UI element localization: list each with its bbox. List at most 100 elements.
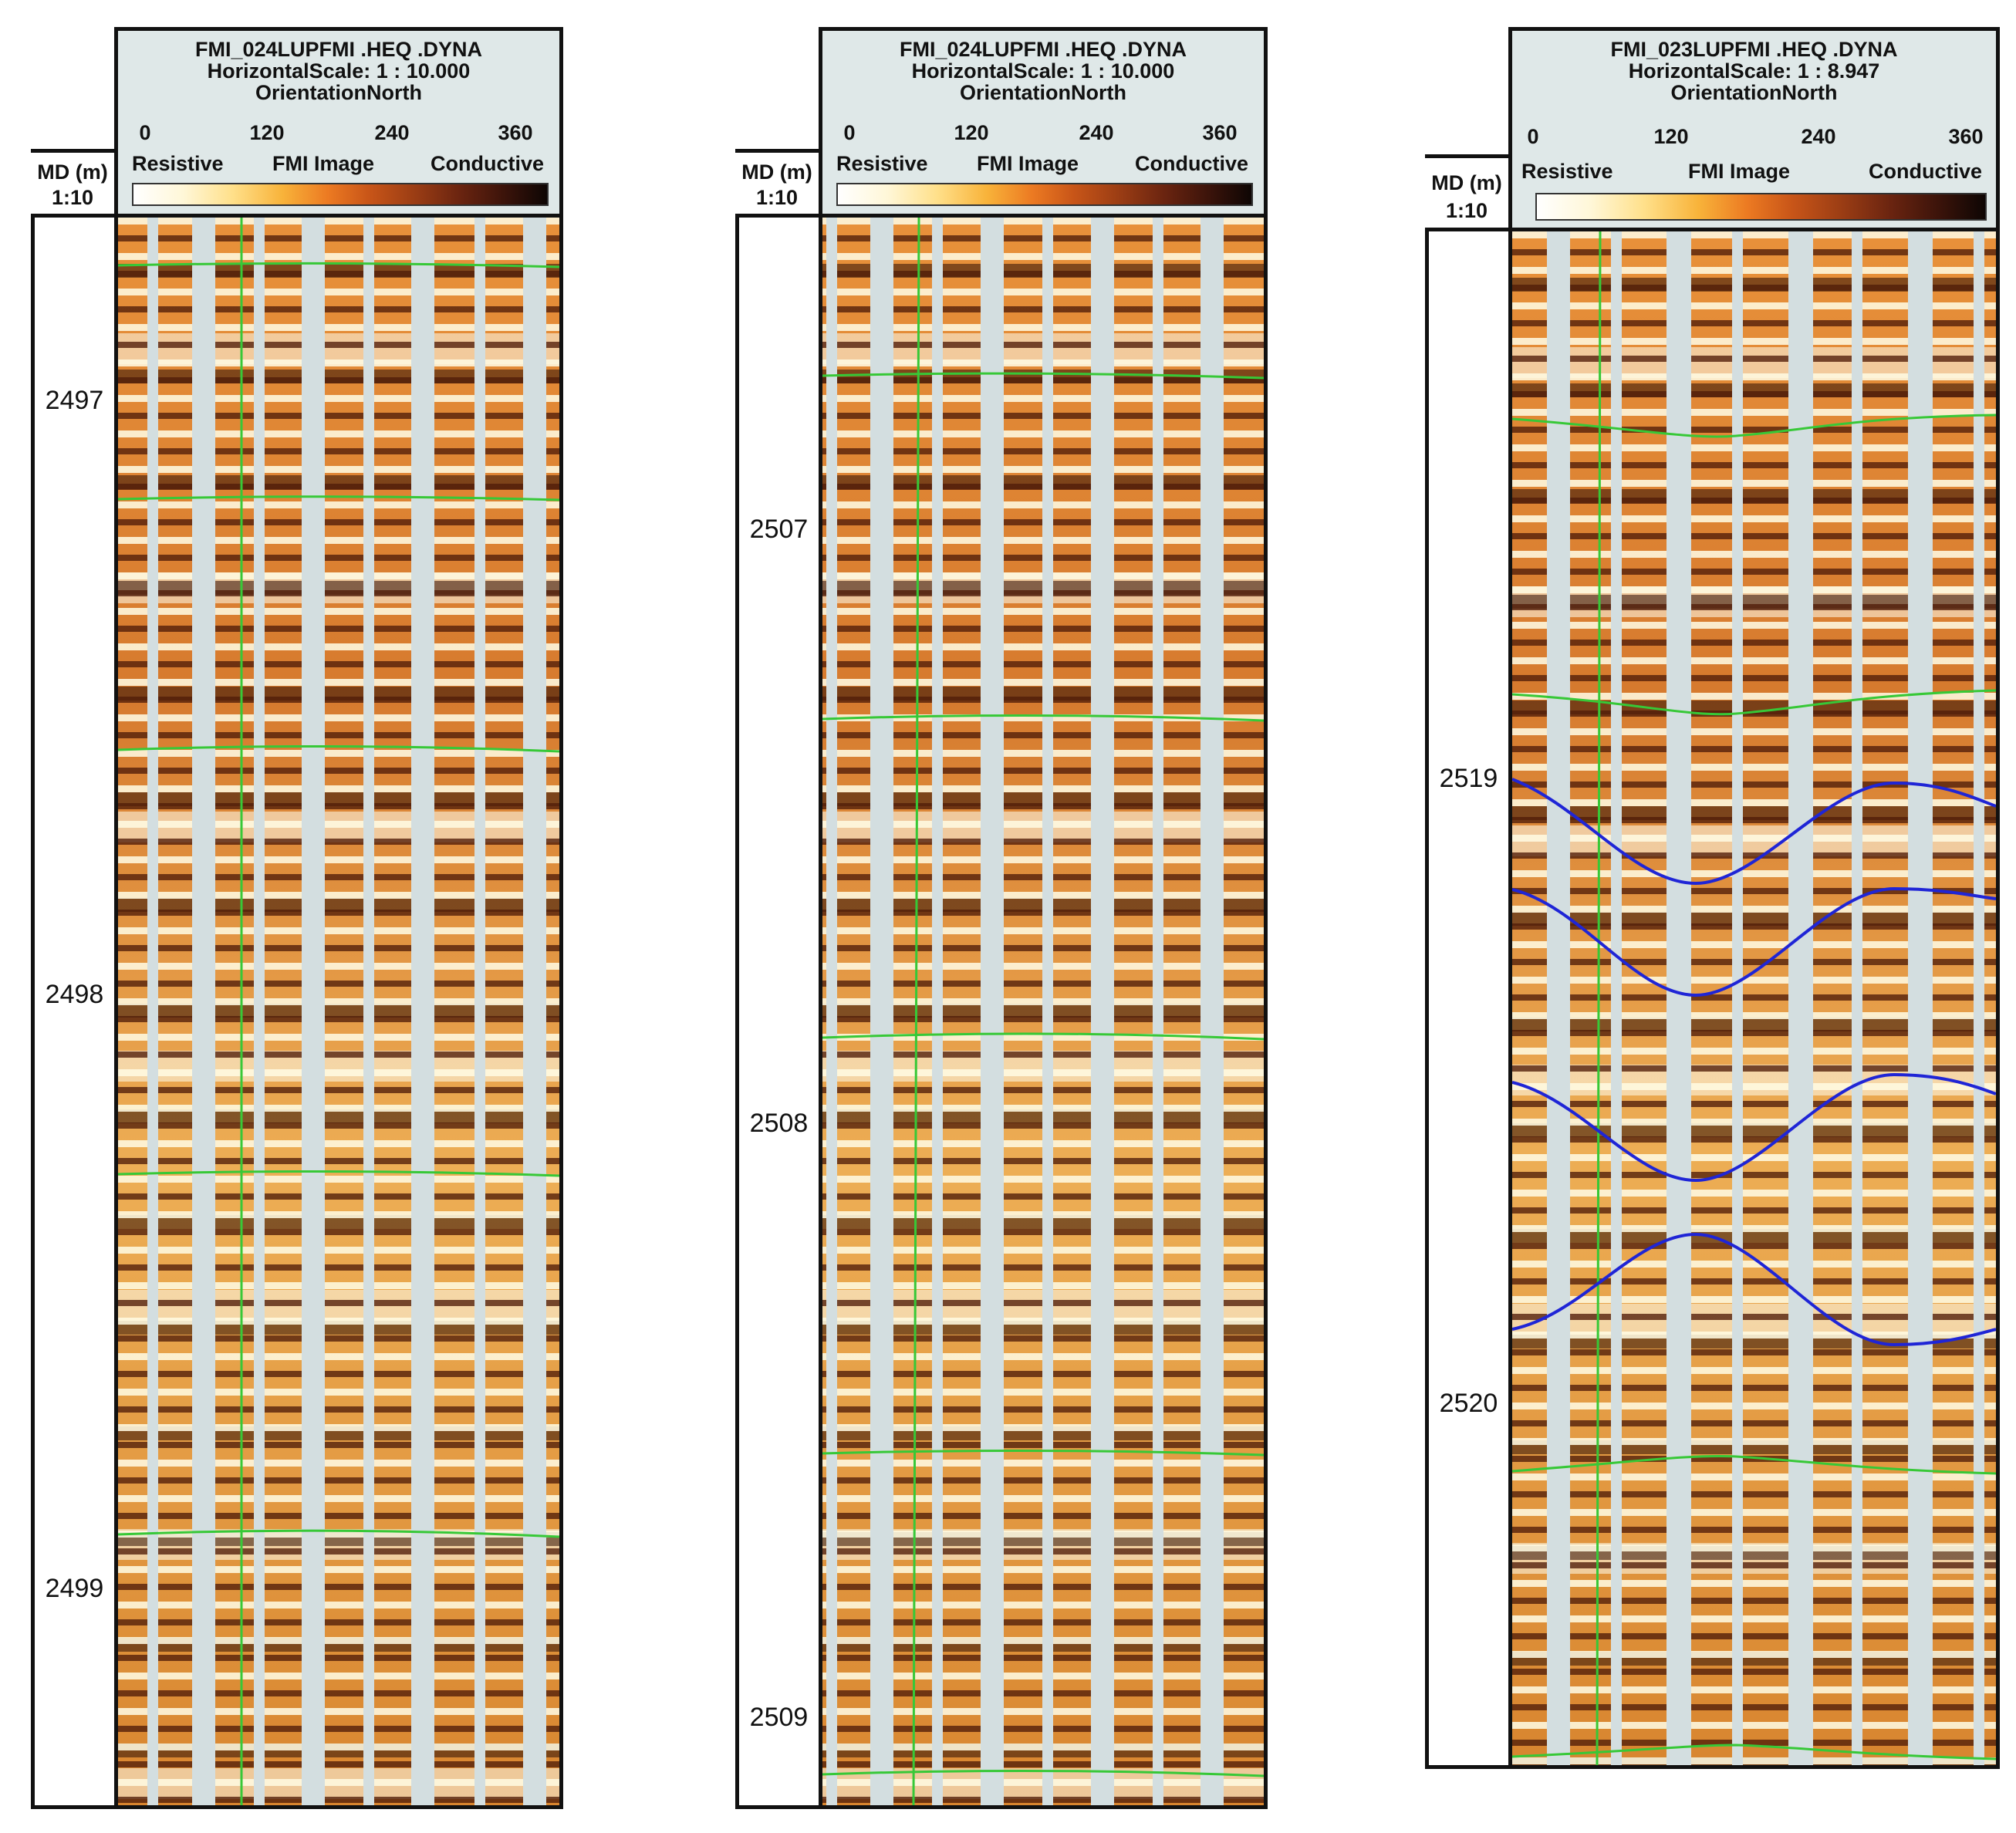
pad-gap — [1091, 218, 1114, 1805]
pad-gap — [363, 218, 374, 1805]
fracture-picks — [1512, 778, 1996, 1347]
bedding-line — [118, 1170, 559, 1177]
fmi-overlay — [822, 218, 1264, 1805]
bedding-line — [118, 495, 559, 501]
legend-resistive: Resistive — [836, 152, 928, 175]
depth-label: 2509 — [749, 1703, 809, 1732]
orientation-line — [912, 218, 920, 1805]
bedding-line — [118, 744, 559, 753]
pad-gap — [1200, 218, 1224, 1805]
pad-gap — [147, 218, 158, 1805]
azimuth-tick: 0 — [1527, 125, 1539, 148]
pad-gap — [1666, 231, 1691, 1765]
legend-resistive: Resistive — [132, 152, 224, 175]
track-header: FMI_023LUPFMI .HEQ .DYNA HorizontalScale… — [1512, 31, 1996, 231]
legend-conductive: Conductive — [1134, 152, 1248, 175]
pad-gap — [1908, 231, 1933, 1765]
fmi-image — [118, 218, 559, 1805]
track-header: FMI_024LUPFMI .HEQ .DYNA HorizontalScale… — [118, 31, 559, 218]
azimuth-tick: 360 — [498, 121, 533, 144]
bedding-line — [1512, 1744, 1996, 1760]
pad-gaps — [147, 218, 546, 1805]
log-panel-1: MD (m) 1:10 FMI_024LUPFMI .HEQ .DYNA Hor… — [31, 27, 563, 1809]
md-header: MD (m) 1:10 — [735, 27, 822, 218]
track-title: FMI_024LUPFMI .HEQ .DYNA — [899, 38, 1187, 61]
bedding-picks — [118, 262, 559, 1538]
depth-label: 2498 — [45, 980, 104, 1009]
md-header: MD (m) 1:10 — [31, 27, 118, 218]
bedding-picks — [822, 372, 1264, 1777]
fracture-sinusoid — [1512, 778, 1996, 886]
azimuth-tick: 0 — [843, 121, 856, 144]
fmi-overlay — [1512, 231, 1996, 1765]
pad-gap — [932, 218, 943, 1805]
bedding-line — [1512, 689, 1996, 716]
orientation-line — [1596, 231, 1602, 1765]
pad-gap — [254, 218, 265, 1805]
pad-gap — [411, 218, 434, 1805]
color-bar — [836, 183, 1253, 206]
azimuth-scale: 0 120 240 360 — [1512, 125, 1996, 150]
azimuth-scale: 0 120 240 360 — [822, 121, 1264, 146]
azimuth-tick: 240 — [1079, 121, 1114, 144]
azimuth-tick: 120 — [249, 121, 285, 144]
azimuth-tick: 120 — [1653, 125, 1689, 148]
bedding-line — [118, 262, 559, 268]
pad-gap — [1153, 218, 1163, 1805]
depth-track: 2497 2498 2499 — [35, 218, 118, 1805]
color-legend: Resistive FMI Image Conductive — [118, 152, 559, 178]
azimuth-tick: 0 — [139, 121, 151, 144]
pad-gaps — [826, 218, 1224, 1805]
bedding-line — [822, 372, 1264, 380]
fracture-sinusoid — [1512, 1072, 1996, 1183]
md-label: MD (m) — [1431, 171, 1502, 194]
legend-conductive: Conductive — [1868, 160, 1982, 183]
pad-gap — [1042, 218, 1053, 1805]
md-scale: 1:10 — [755, 186, 799, 209]
md-header: MD (m) 1:10 — [1425, 27, 1512, 231]
log-panel-3: MD (m) 1:10 FMI_023LUPFMI .HEQ .DYNA Hor… — [1425, 27, 2000, 1769]
pad-gap — [1547, 231, 1570, 1765]
bedding-line — [118, 1529, 559, 1538]
bedding-line — [822, 714, 1264, 722]
pad-gaps — [1547, 231, 1984, 1765]
bedding-picks — [1512, 414, 1996, 1760]
color-bar — [1535, 193, 1987, 221]
color-legend: Resistive FMI Image Conductive — [822, 152, 1264, 178]
bedding-line — [822, 1032, 1264, 1041]
azimuth-tick: 360 — [1948, 125, 1984, 148]
bedding-line — [1512, 1454, 1996, 1475]
pad-gap — [523, 218, 546, 1805]
horizontal-scale: HorizontalScale: 1 : 8.947 — [1628, 59, 1880, 83]
track-header: FMI_024LUPFMI .HEQ .DYNA HorizontalScale… — [822, 31, 1264, 218]
md-label: MD (m) — [37, 160, 108, 184]
legend-fmi-image: FMI Image — [1688, 160, 1791, 183]
azimuth-tick: 240 — [374, 121, 410, 144]
fmi-overlay — [118, 218, 559, 1805]
depth-label: 2520 — [1439, 1389, 1498, 1418]
pad-gap — [1611, 231, 1622, 1765]
azimuth-scale: 0 120 240 360 — [118, 121, 559, 146]
legend-fmi-image: FMI Image — [977, 152, 1079, 175]
log-panel-2: MD (m) 1:10 FMI_024LUPFMI .HEQ .DYNA Hor… — [735, 27, 1268, 1809]
pad-gap — [474, 218, 485, 1805]
pad-gap — [981, 218, 1004, 1805]
md-scale: 1:10 — [1445, 199, 1488, 222]
depth-label: 2507 — [749, 515, 809, 544]
pad-gap — [302, 218, 325, 1805]
track-title: FMI_024LUPFMI .HEQ .DYNA — [194, 38, 483, 61]
depth-label: 2519 — [1439, 764, 1498, 793]
orientation: OrientationNorth — [1670, 81, 1838, 104]
horizontal-scale: HorizontalScale: 1 : 10.000 — [207, 59, 471, 83]
orientation: OrientationNorth — [255, 81, 422, 104]
md-label: MD (m) — [741, 160, 812, 184]
track-title: FMI_023LUPFMI .HEQ .DYNA — [1610, 38, 1898, 61]
fmi-image — [822, 218, 1264, 1805]
pad-gap — [870, 218, 893, 1805]
depth-label: 2497 — [45, 386, 104, 415]
pad-gap — [1788, 231, 1813, 1765]
depth-track: 2519 2520 — [1429, 231, 1512, 1765]
horizontal-scale: HorizontalScale: 1 : 10.000 — [911, 59, 1175, 83]
legend-resistive: Resistive — [1521, 160, 1613, 183]
depth-track: 2507 2508 2509 — [739, 218, 822, 1805]
